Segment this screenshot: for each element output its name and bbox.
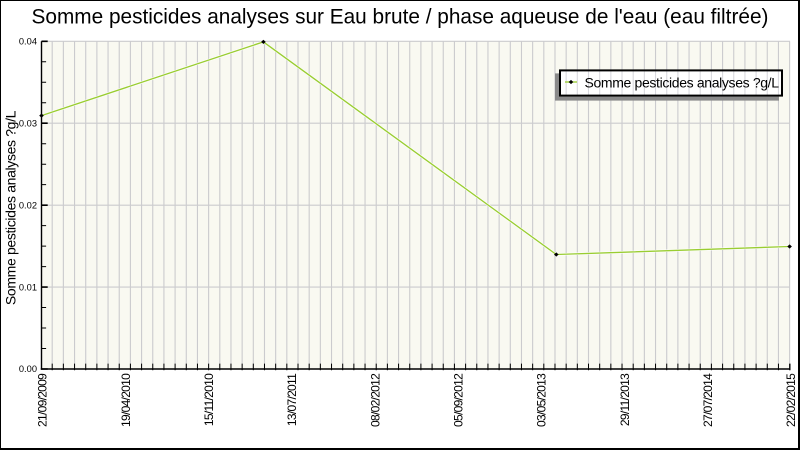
svg-text:Somme pesticides analyses sur: Somme pesticides analyses sur Eau brute … (32, 5, 769, 28)
svg-text:29/11/2013: 29/11/2013 (618, 373, 632, 426)
svg-text:13/07/2011: 13/07/2011 (285, 373, 299, 426)
svg-text:0.03: 0.03 (19, 118, 37, 128)
svg-text:27/07/2014: 27/07/2014 (701, 373, 715, 427)
svg-text:Somme pesticides analyses ?g/L: Somme pesticides analyses ?g/L (585, 75, 780, 91)
svg-text:0.01: 0.01 (19, 282, 37, 292)
svg-text:21/09/2009: 21/09/2009 (36, 373, 50, 427)
svg-text:08/02/2012: 08/02/2012 (368, 373, 382, 427)
svg-text:15/11/2010: 15/11/2010 (202, 373, 216, 426)
svg-text:0.02: 0.02 (19, 200, 37, 210)
svg-text:0.04: 0.04 (19, 37, 37, 47)
svg-text:03/05/2013: 03/05/2013 (535, 373, 549, 427)
svg-text:0.00: 0.00 (19, 364, 37, 374)
svg-text:05/09/2012: 05/09/2012 (452, 373, 466, 427)
svg-text:Somme pesticides analyses ?g/L: Somme pesticides analyses ?g/L (2, 110, 18, 305)
svg-text:19/04/2010: 19/04/2010 (119, 373, 133, 427)
svg-text:22/02/2015: 22/02/2015 (784, 373, 798, 427)
